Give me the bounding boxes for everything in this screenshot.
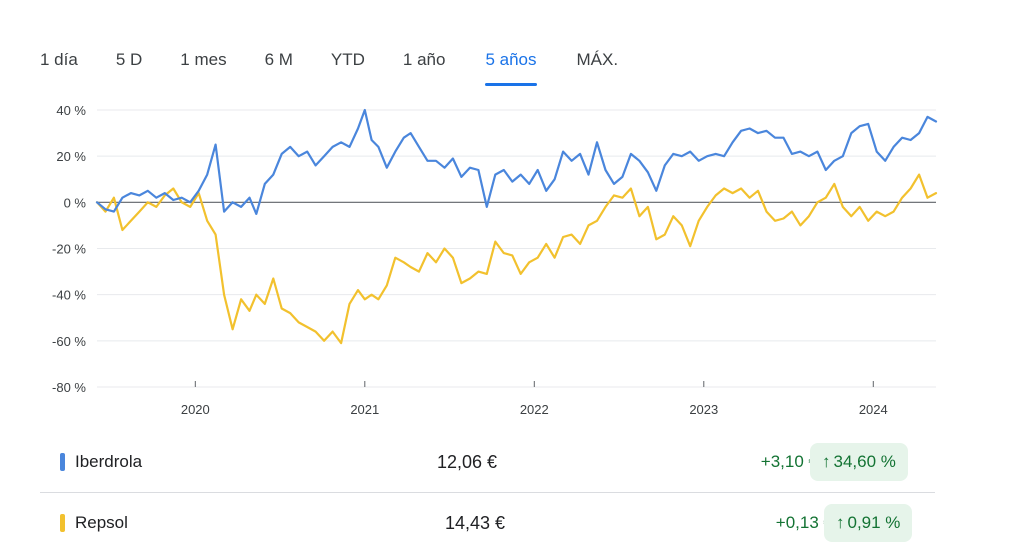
x-tick-label: 2021 [350,402,379,417]
y-tick-label: 40 % [56,103,86,118]
stock-price: 12,06 € [437,451,498,472]
stock-price: 14,43 € [445,512,506,533]
y-axis-labels: 40 % 20 % 0 % -20 % -40 % -60 % -80 % [52,103,86,395]
stock-name: Repsol [75,513,128,532]
tab-5-d[interactable]: 5 D [115,50,143,69]
y-tick-label: -60 % [52,334,86,349]
percent-change-badge: ↑ 0,91 % [824,504,913,542]
percent-change-value: 34,60 % [833,452,896,471]
summary-row-iberdrola[interactable]: Iberdrola 12,06 € +3,10 € ↑ 34,60 % [40,432,935,492]
tab-1-dia[interactable]: 1 día [40,50,78,69]
price-change: +0,13 € [775,513,833,532]
tab-max[interactable]: MÁX. [576,50,619,69]
percent-change-value: 0,91 % [847,513,901,532]
y-tick-label: -80 % [52,380,86,395]
y-tick-label: 20 % [56,149,86,164]
tab-ytd[interactable]: YTD [330,50,365,69]
tab-1-mes[interactable]: 1 mes [180,50,227,69]
series-line-iberdrola [95,108,938,215]
y-tick-label: 0 % [64,195,87,210]
chart-grid [97,109,936,388]
tab-5-anos[interactable]: 5 años [485,44,537,86]
arrow-up-icon: ↑ [836,513,845,532]
x-tick-label: 2024 [859,402,888,417]
y-tick-label: -20 % [52,242,86,257]
percent-change-badge: ↑ 34,60 % [810,443,908,481]
x-tick-label: 2023 [689,402,718,417]
iberdrola-color-swatch [60,453,65,471]
tab-1-ano[interactable]: 1 año [402,50,446,69]
x-tick-label: 2020 [181,402,210,417]
price-change: +3,10 € [760,452,818,471]
series-line-repsol [95,173,938,345]
repsol-color-swatch [60,514,65,532]
arrow-up-icon: ↑ [822,452,831,471]
summary-row-repsol[interactable]: Repsol 14,43 € +0,13 € ↑ 0,91 % [40,492,935,553]
x-tick-label: 2022 [520,402,549,417]
chart-series [95,108,938,345]
tab-6-m[interactable]: 6 M [264,50,293,69]
comparison-line-chart[interactable]: 40 % 20 % 0 % -20 % -40 % -60 % -80 % 2020 2021… [0,95,1027,425]
stock-name: Iberdrola [75,452,143,471]
x-axis-labels: 2020 2021 2022 2023 2024 [181,381,888,417]
y-tick-label: -40 % [52,288,86,303]
time-range-tabs: 1 día 5 D 1 mes 6 M YTD 1 año 5 años MÁX… [40,44,619,86]
